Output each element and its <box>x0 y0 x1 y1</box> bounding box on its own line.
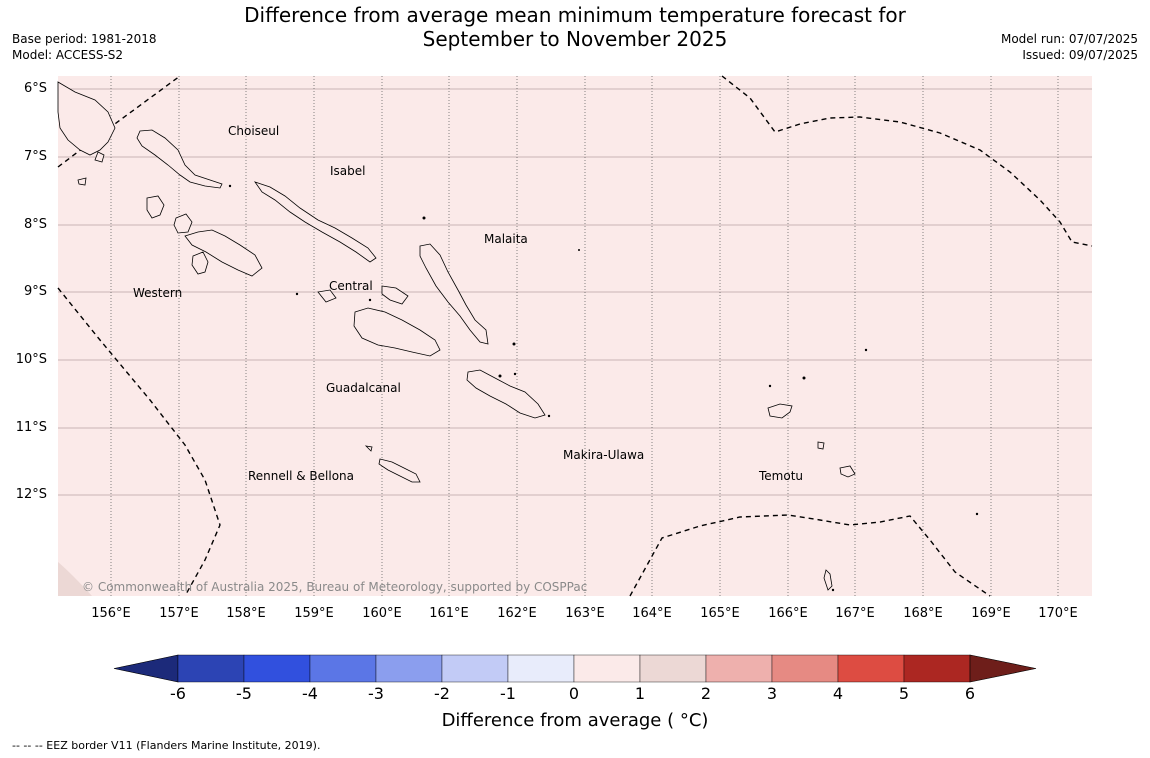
new-georgia-island <box>184 229 263 277</box>
rennell-island <box>378 458 421 483</box>
colorbar-tick: 0 <box>568 684 580 703</box>
western-island-1 <box>146 195 165 219</box>
province-label-malaita: Malaita <box>484 232 528 246</box>
lat-label-12s: 12°S <box>15 487 47 502</box>
temotu-island-small <box>817 441 825 450</box>
guadalcanal-island <box>353 307 441 357</box>
province-label-central: Central <box>329 279 373 293</box>
colorbar-tick: 4 <box>832 684 844 703</box>
colorbar <box>113 654 1037 683</box>
bellona-island <box>364 445 373 452</box>
issued-date: Issued: 09/07/2025 <box>1022 48 1138 62</box>
model-name: Model: ACCESS-S2 <box>12 48 124 62</box>
colorbar-swatch <box>441 654 509 683</box>
lon-label-160e: 160°E <box>362 606 402 621</box>
choiseul-island <box>136 129 223 189</box>
bougainville-island <box>57 81 116 156</box>
lat-label-8s: 8°S <box>23 217 47 232</box>
map-title: Difference from average mean minimum tem… <box>0 3 1150 51</box>
colorbar-extend-low <box>113 654 179 683</box>
colorbar-tick: 2 <box>700 684 712 703</box>
lon-label-156e: 156°E <box>91 606 131 621</box>
lon-label-167e: 167°E <box>835 606 875 621</box>
province-label-rennell-bellona: Rennell & Bellona <box>248 469 355 483</box>
colorbar-label: Difference from average ( °C) <box>441 710 709 731</box>
isabel-island <box>253 181 377 263</box>
base-period: Base period: 1981-2018 <box>12 32 157 46</box>
lon-label-168e: 168°E <box>903 606 943 621</box>
central-island-1 <box>317 289 337 303</box>
small-island <box>77 177 87 186</box>
lat-label-6s: 6°S <box>23 81 47 96</box>
lon-label-165e: 165°E <box>700 606 740 621</box>
coastlines <box>57 81 856 591</box>
lon-label-159e: 159°E <box>294 606 334 621</box>
small-islets <box>228 184 979 592</box>
colorbar-swatch <box>177 654 245 683</box>
colorbar-swatches <box>113 654 1037 683</box>
lon-label-166e: 166°E <box>768 606 808 621</box>
lat-label-7s: 7°S <box>23 149 47 164</box>
copyright-notice: © Commonwealth of Australia 2025, Bureau… <box>82 580 588 594</box>
malaita-island <box>419 243 489 345</box>
province-label-temotu: Temotu <box>759 469 804 483</box>
colorbar-tick: -6 <box>170 684 186 703</box>
lon-label-157e: 157°E <box>159 606 199 621</box>
colorbar-tick: 1 <box>634 684 646 703</box>
map-background <box>58 76 1092 596</box>
metadata-right: Model run: 07/07/2025 Issued: 09/07/2025 <box>1001 31 1138 63</box>
santa-cruz-island <box>767 403 793 419</box>
temotu-island-south <box>823 569 833 591</box>
colorbar-tick: -4 <box>302 684 318 703</box>
lon-label-164e: 164°E <box>632 606 672 621</box>
title-line-1: Difference from average mean minimum tem… <box>244 3 906 27</box>
metadata-left: Base period: 1981-2018 Model: ACCESS-S2 <box>12 31 157 63</box>
province-label-makira-ulawa: Makira-Ulawa <box>563 448 645 462</box>
lat-label-11s: 11°S <box>15 420 47 435</box>
anomaly-region-1-2 <box>58 562 92 596</box>
model-run: Model run: 07/07/2025 <box>1000 32 1138 46</box>
colorbar-swatch <box>837 654 905 683</box>
small-island <box>94 151 105 163</box>
colorbar-tick: -3 <box>368 684 384 703</box>
colorbar-tick: 5 <box>898 684 910 703</box>
colorbar-swatch <box>573 654 641 683</box>
central-island-2 <box>381 285 409 305</box>
colorbar-swatch <box>639 654 707 683</box>
colorbar-tick: 6 <box>964 684 976 703</box>
colorbar-tick: -1 <box>500 684 516 703</box>
colorbar-swatch <box>309 654 377 683</box>
makira-island <box>466 369 546 419</box>
colorbar-tick: -5 <box>236 684 252 703</box>
eez-legend-footnote: -- -- -- EEZ border V11 (Flanders Marine… <box>12 739 321 752</box>
colorbar-tick: 3 <box>766 684 778 703</box>
colorbar-swatch <box>705 654 773 683</box>
colorbar-swatch <box>903 654 971 683</box>
latitude-gridlines <box>58 88 1092 496</box>
western-island-2 <box>173 213 193 234</box>
colorbar-swatch <box>375 654 443 683</box>
lat-label-9s: 9°S <box>23 284 47 299</box>
lat-label-10s: 10°S <box>15 352 47 367</box>
colorbar-swatch <box>243 654 311 683</box>
colorbar-tick: -2 <box>434 684 450 703</box>
temotu-island <box>839 465 856 478</box>
lon-label-162e: 162°E <box>497 606 537 621</box>
province-label-western: Western <box>133 286 183 300</box>
colorbar-extend-high <box>969 654 1037 683</box>
title-line-2: September to November 2025 <box>422 27 728 51</box>
province-label-guadalcanal: Guadalcanal <box>326 381 401 395</box>
colorbar-swatch <box>507 654 575 683</box>
colorbar-swatch <box>771 654 839 683</box>
province-label-isabel: Isabel <box>330 164 366 178</box>
province-label-choiseul: Choiseul <box>228 124 280 138</box>
lon-label-158e: 158°E <box>226 606 266 621</box>
lon-label-169e: 169°E <box>971 606 1011 621</box>
lon-label-163e: 163°E <box>565 606 605 621</box>
lon-label-170e: 170°E <box>1038 606 1078 621</box>
lon-label-161e: 161°E <box>429 606 469 621</box>
western-island-3 <box>191 251 209 275</box>
